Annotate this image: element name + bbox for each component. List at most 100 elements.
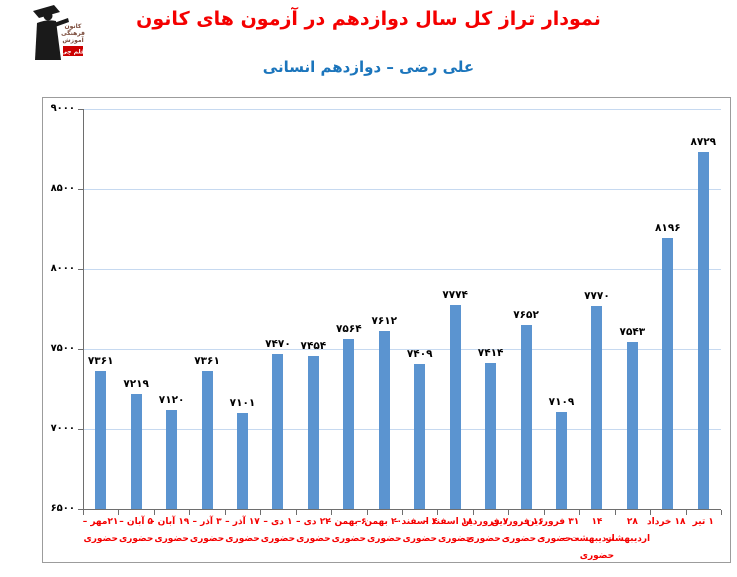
x-axis-label-line: حضوری xyxy=(118,534,154,544)
gridline xyxy=(83,189,721,190)
bar xyxy=(378,331,390,509)
x-axis-label-line: ۲۰ بهمن – xyxy=(356,517,402,527)
graduate-silhouette-icon xyxy=(33,5,69,60)
bar xyxy=(307,356,319,509)
x-axis-label-line: ۵ آبان – xyxy=(119,517,154,527)
x-axis-label-line: ۱۴ xyxy=(591,517,603,527)
y-axis-tick xyxy=(78,189,83,190)
x-axis-tick xyxy=(437,510,439,515)
bar xyxy=(449,305,461,509)
x-axis-label: ۵ آبان – حضوری xyxy=(118,514,153,548)
x-axis-label-line: ۱۸ اسفند – xyxy=(423,517,473,527)
bar xyxy=(556,411,567,509)
bar xyxy=(343,338,355,509)
x-axis-label-line: ۱۹ آبان – xyxy=(150,517,190,527)
bar-value-label: ۷۶۱۲ xyxy=(371,315,398,328)
x-axis-tick xyxy=(295,510,297,515)
x-axis-label: ۱۴ اردیبهشت – حضوری xyxy=(562,514,615,565)
logo-text-line2: فرهنگی xyxy=(61,29,85,37)
x-axis-tick xyxy=(118,510,120,515)
x-axis-label: ۴ اسفند – حضوری xyxy=(393,514,438,548)
bar-value-label: ۷۱۰۱ xyxy=(229,396,256,409)
bar-value-label: ۷۱۲۰ xyxy=(158,393,185,406)
x-axis-label-line: – حضوری xyxy=(501,534,544,544)
x-axis-label-line: – حضوری xyxy=(466,534,509,544)
x-axis-tick xyxy=(366,510,368,515)
x-axis-tick xyxy=(543,510,545,515)
x-axis-label-line: ۱۶ فروردین xyxy=(491,517,544,527)
gridline xyxy=(83,429,721,430)
bar xyxy=(626,342,638,509)
x-axis-label-line: ۱ تیر xyxy=(692,517,714,527)
y-axis-label: ۸۵۰۰ xyxy=(50,183,75,194)
x-axis-label: ۱۷ آذر – حضوری xyxy=(225,514,260,548)
x-axis-label-line: حضوری xyxy=(154,534,189,544)
y-axis-tick xyxy=(78,349,83,350)
x-axis-label: ۱ دی – حضوری xyxy=(260,514,295,548)
gridline xyxy=(83,349,721,350)
bar xyxy=(237,412,248,509)
x-axis-label: ۱ تیر xyxy=(686,514,721,531)
bar-value-label: ۷۵۴۳ xyxy=(619,326,646,339)
y-axis-label: ۹۰۰۰ xyxy=(50,103,75,114)
x-axis-tick xyxy=(153,510,155,515)
y-axis xyxy=(83,109,84,515)
logo-badge xyxy=(63,46,83,56)
y-axis-label: ۷۰۰۰ xyxy=(50,423,75,434)
y-axis-tick xyxy=(78,429,83,430)
bar xyxy=(591,305,603,509)
x-axis-label: ۲۰ بهمن – حضوری xyxy=(356,514,402,548)
bar-value-label: ۷۵۶۴ xyxy=(336,322,362,335)
x-axis xyxy=(83,509,721,510)
x-axis-label: ۲۲ دی – حضوری xyxy=(296,514,331,548)
x-axis-label-line: حضوری xyxy=(402,534,437,544)
x-axis-label: ۱۶ فروردین – حضوری xyxy=(491,514,544,548)
x-axis-label-line: اردیبهشت xyxy=(605,534,651,544)
bar-value-label: ۷۲۱۹ xyxy=(123,377,149,390)
bar xyxy=(95,371,107,509)
bar-value-label: ۷۶۵۲ xyxy=(513,308,539,321)
bar-value-label: ۷۷۷۰ xyxy=(584,289,610,302)
x-axis-label-line: اردیبهشت – xyxy=(562,534,615,544)
bar-value-label: ۷۳۶۱ xyxy=(194,355,220,368)
bar xyxy=(520,324,532,509)
bar-value-label: ۷۴۷۰ xyxy=(265,337,291,350)
x-axis-label-line: ۱ دی – xyxy=(263,517,293,527)
x-axis-label-line: ۶ بهمن – xyxy=(326,517,367,527)
x-axis-label-line: ۲۱مهر – xyxy=(82,517,119,527)
x-axis-tick xyxy=(650,510,652,515)
x-axis-label-line: ۱۸ خرداد xyxy=(647,517,686,527)
bar xyxy=(130,393,142,509)
kanoon-logo: کانون فرهنگی آموزش قلم چی xyxy=(33,5,85,60)
x-axis-label-line: حضوری xyxy=(437,534,473,544)
x-axis-label: ۲۱مهر – حضوری xyxy=(82,514,119,548)
bar-value-label: ۷۱۰۹ xyxy=(548,395,575,408)
y-axis-label: ۶۵۰۰ xyxy=(50,503,75,514)
bar-value-label: ۸۷۲۹ xyxy=(690,136,717,149)
gridline xyxy=(83,269,721,270)
x-axis-label-line: حضوری xyxy=(225,534,260,544)
bar-value-label: ۷۴۰۹ xyxy=(406,347,433,360)
x-axis-tick xyxy=(721,510,722,515)
x-axis-label: ۳۱ فروردین – حضوری xyxy=(527,514,580,548)
bar-value-label: ۷۳۶۱ xyxy=(87,355,114,368)
logo-text-line3: آموزش xyxy=(62,35,84,44)
x-axis-tick xyxy=(331,510,333,515)
x-axis-label-line: حضوری xyxy=(331,534,367,544)
x-axis-tick xyxy=(402,510,403,515)
x-axis-label-line: – حضوری xyxy=(537,534,580,544)
logo-text-line1: کانون xyxy=(65,23,82,30)
bar-value-label: ۸۱۹۶ xyxy=(655,221,681,234)
bar xyxy=(166,409,178,509)
x-axis-label: ۳ آذر – حضوری xyxy=(189,514,224,548)
bar xyxy=(697,152,709,509)
bar-value-label: ۷۷۷۴ xyxy=(442,289,468,302)
bar xyxy=(272,353,284,509)
y-axis-label: ۸۰۰۰ xyxy=(50,263,75,274)
chart-area: ۶۵۰۰ ۷۰۰۰ ۷۵۰۰ ۸۰۰۰ ۸۵۰۰ ۹۰۰۰ ۷۳۶۱ ۲۱مهر – حضوری… xyxy=(42,97,731,563)
bar xyxy=(414,363,426,509)
x-axis-label-line: ۴ اسفند – xyxy=(393,517,438,527)
x-axis-label-line: حضوری xyxy=(189,534,225,544)
x-axis-tick xyxy=(260,510,262,515)
x-axis-tick xyxy=(472,510,474,515)
